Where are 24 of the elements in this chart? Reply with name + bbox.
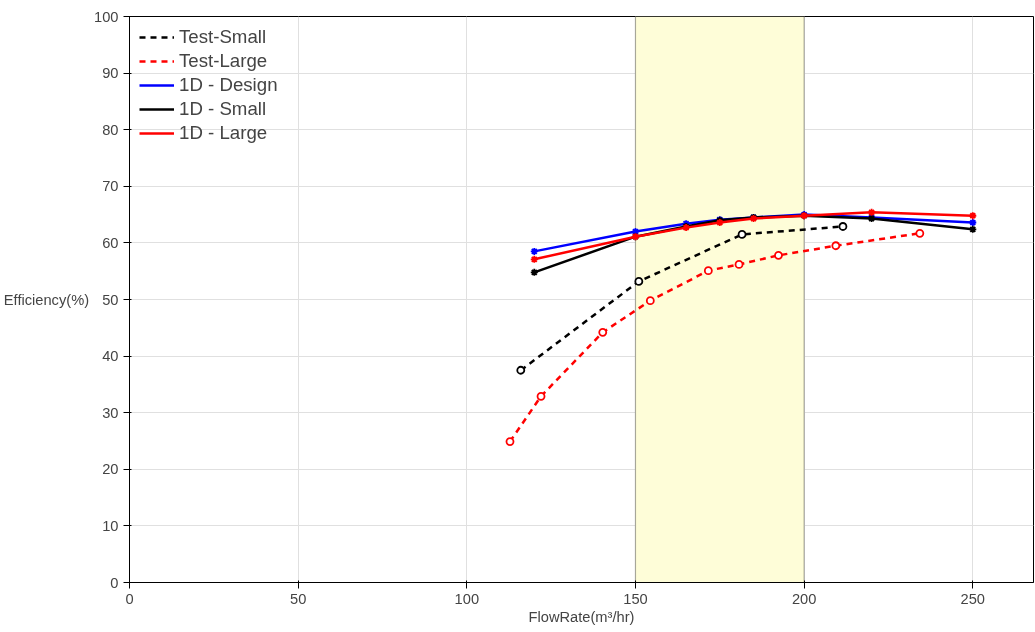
y-tick-label: 90 — [102, 65, 119, 82]
y-tick-label: 0 — [110, 574, 119, 591]
x-tick-label: 150 — [623, 590, 648, 607]
x-tick-label: 0 — [125, 590, 134, 607]
x-tick-label: 100 — [454, 590, 480, 607]
x-tick-label: 200 — [791, 590, 817, 607]
legend-label: Test-Small — [179, 26, 267, 48]
y-tick-label: 10 — [102, 517, 119, 534]
y-tick-label: 80 — [102, 121, 119, 138]
legend-label: 1D - Design — [179, 74, 278, 96]
legend-label: Test-Large — [179, 50, 268, 72]
legend-label: 1D - Large — [179, 122, 268, 144]
x-tick-label: 50 — [290, 590, 307, 607]
y-tick-label: 100 — [94, 8, 119, 25]
y-tick-label: 20 — [102, 461, 119, 478]
y-tick-label: 50 — [102, 291, 119, 308]
x-axis-title: FlowRate(m³/hr) — [528, 608, 635, 625]
y-tick-label: 40 — [102, 348, 119, 365]
x-tick-label: 250 — [960, 590, 986, 607]
y-tick-label: 70 — [102, 178, 119, 195]
y-tick-label: 60 — [102, 234, 119, 251]
y-axis-title: Efficiency(%) — [3, 291, 90, 308]
y-tick-label: 30 — [102, 404, 119, 421]
legend-label: 1D - Small — [179, 98, 267, 120]
